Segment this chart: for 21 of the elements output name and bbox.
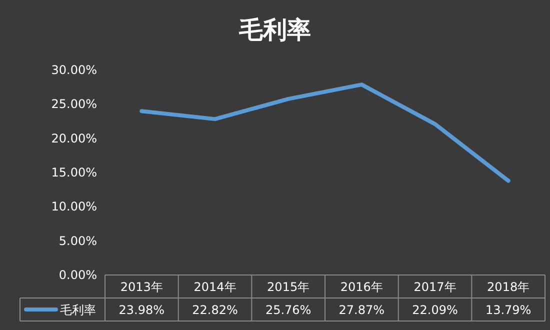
y-tick-label: 5.00% (58, 234, 97, 248)
y-tick-label: 25.00% (51, 97, 97, 112)
x-tick-label: 2018年 (487, 280, 530, 294)
data-label: 13.79% (485, 303, 532, 317)
data-label: 22.09% (412, 303, 458, 317)
y-tick-label: 15.00% (51, 166, 97, 180)
data-label: 25.76% (265, 303, 312, 317)
chart-title: 毛利率 (238, 16, 311, 44)
data-label: 27.87% (338, 303, 385, 317)
y-tick-label: 0.00% (58, 268, 97, 282)
x-tick-label: 2017年 (414, 280, 456, 294)
x-tick-label: 2016年 (340, 280, 383, 294)
legend-label: 毛利率 (60, 303, 96, 317)
x-tick-label: 2015年 (267, 280, 310, 294)
data-label: 23.98% (118, 303, 165, 317)
y-tick-label: 20.00% (51, 131, 97, 146)
data-label: 22.82% (192, 303, 238, 317)
x-tick-label: 2013年 (120, 280, 163, 294)
x-tick-label: 2014年 (194, 280, 236, 294)
y-tick-label: 30.00% (51, 63, 97, 77)
y-tick-label: 10.00% (51, 200, 97, 214)
